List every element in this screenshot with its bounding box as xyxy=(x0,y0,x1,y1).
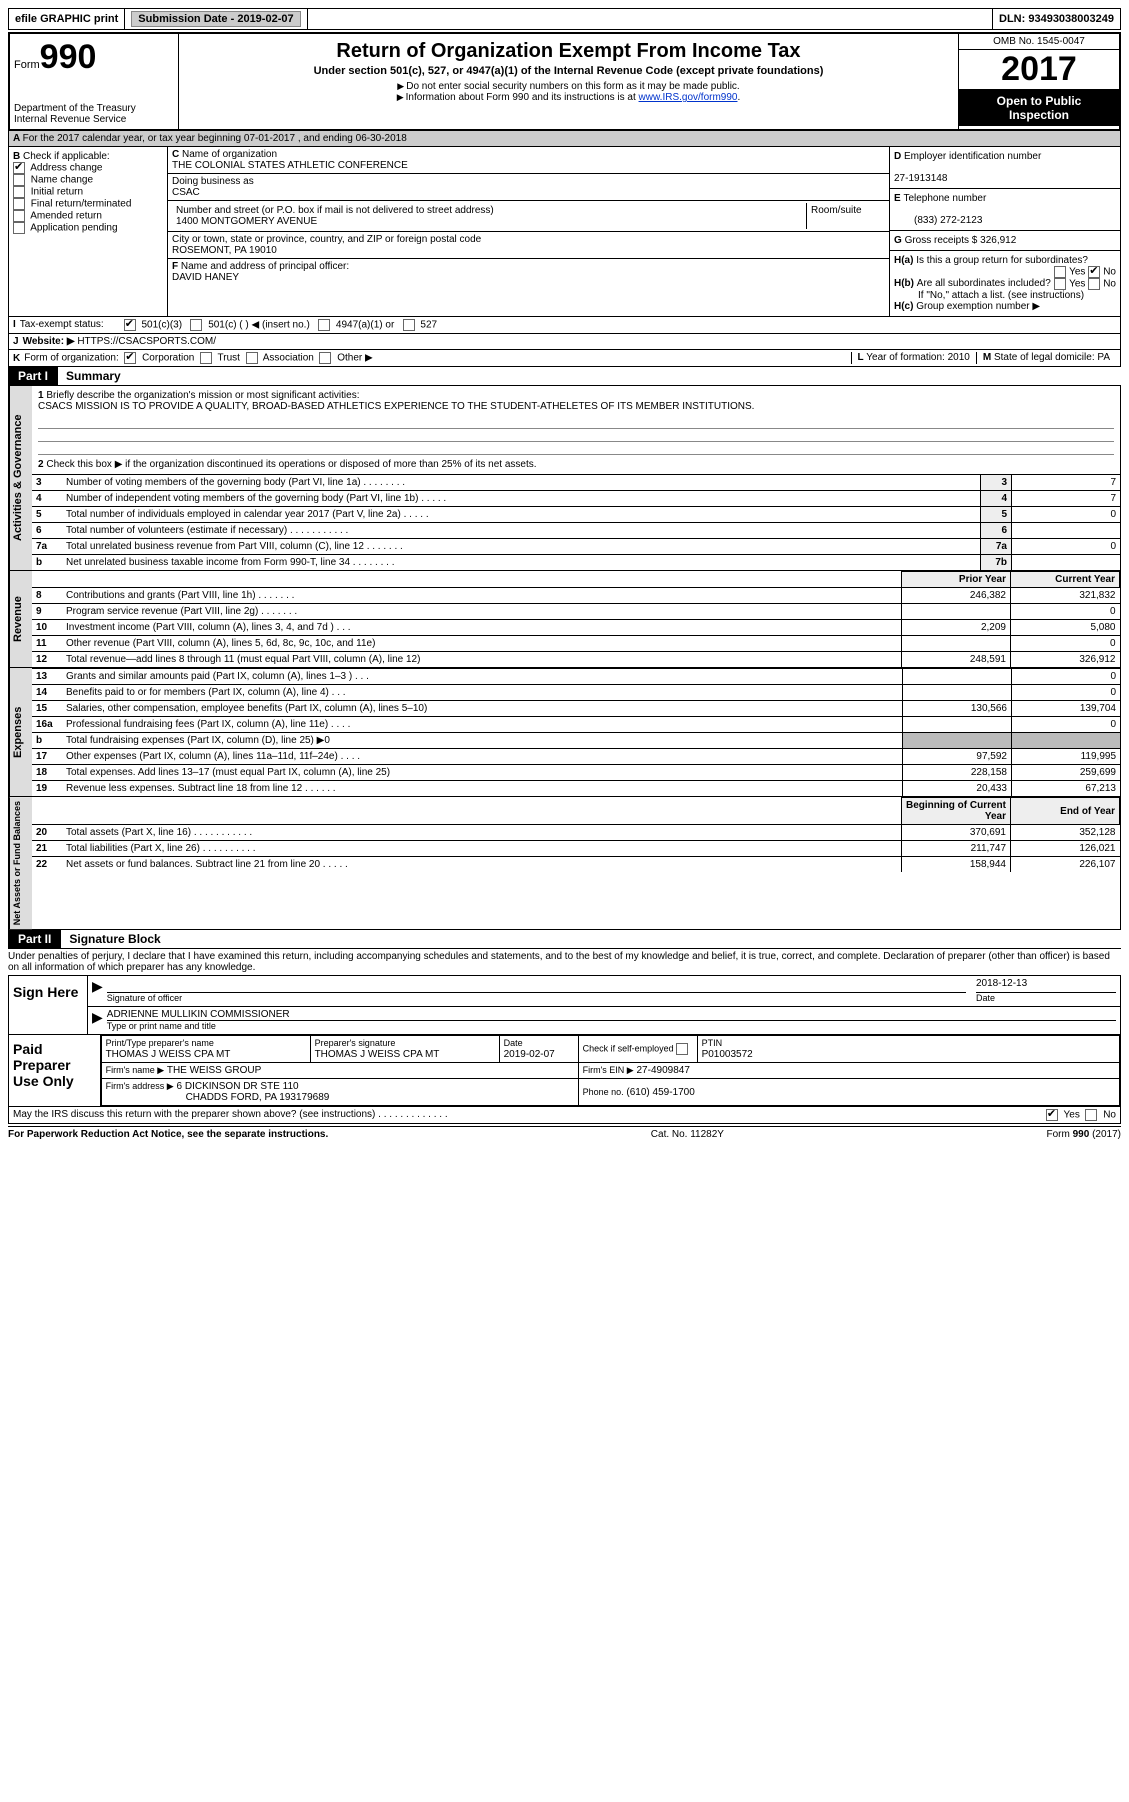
expenses-table: 13Grants and similar amounts paid (Part … xyxy=(32,668,1120,796)
part1-header: Part I Summary xyxy=(8,367,1121,386)
form-header: Form990 Department of the Treasury Inter… xyxy=(8,32,1121,131)
ein: 27-1913148 xyxy=(894,173,947,184)
tax-year: 2017 xyxy=(959,50,1119,90)
spacer xyxy=(308,9,993,29)
boxb-checkbox-3[interactable] xyxy=(13,198,25,210)
boxb-checkbox-4[interactable] xyxy=(13,210,25,222)
vlabel-revenue: Revenue xyxy=(9,571,32,667)
header-center: Return of Organization Exempt From Incom… xyxy=(179,34,958,129)
principal-officer: DAVID HANEY xyxy=(172,272,239,283)
netassets-table: Beginning of Current YearEnd of Year 20T… xyxy=(32,797,1120,872)
boxb-checkbox-1[interactable] xyxy=(13,174,25,186)
vlabel-governance: Activities & Governance xyxy=(9,386,32,570)
note-info: Information about Form 990 and its instr… xyxy=(406,92,639,103)
line-l: L Year of formation: 2010 xyxy=(851,352,976,364)
dln-cell: DLN: 93493038003249 xyxy=(993,9,1120,29)
line-j: JWebsite: ▶ HTTPS://CSACSPORTS.COM/ xyxy=(9,333,1120,349)
vlabel-netassets: Net Assets or Fund Balances xyxy=(9,797,32,929)
trust-checkbox[interactable] xyxy=(200,352,212,364)
line-i: ITax-exempt status: 501(c)(3) 501(c) ( )… xyxy=(9,316,1120,333)
form-ref: Form 990 (2017) xyxy=(1047,1129,1121,1140)
boxb-checkbox-0[interactable] xyxy=(13,162,25,174)
form-title: Return of Organization Exempt From Incom… xyxy=(185,40,952,63)
501c3-checkbox[interactable] xyxy=(124,319,136,331)
dba: CSAC xyxy=(172,187,200,198)
line-a: For the 2017 calendar year, or tax year … xyxy=(23,133,407,144)
dept-label: Department of the Treasury xyxy=(14,103,174,114)
discuss-no-checkbox[interactable] xyxy=(1085,1109,1097,1121)
page-footer: For Paperwork Reduction Act Notice, see … xyxy=(8,1126,1121,1142)
firm-name: THE WEISS GROUP xyxy=(167,1065,261,1076)
irs-link[interactable]: www.IRS.gov/form990 xyxy=(639,92,738,103)
efile-label: efile GRAPHIC print xyxy=(9,9,125,29)
irs-label: Internal Revenue Service xyxy=(14,114,174,125)
signature-block: Sign Here ▶ Signature of officer 2018-12… xyxy=(8,975,1121,1035)
box-d-h: D Employer identification number 27-1913… xyxy=(889,147,1120,316)
hb-yes-checkbox[interactable] xyxy=(1054,278,1066,290)
officer-name-title: ADRIENNE MULLIKIN COMMISSIONER xyxy=(107,1009,1116,1021)
preparer-name: THOMAS J WEISS CPA MT xyxy=(106,1049,231,1060)
signature-date: 2018-12-13 xyxy=(976,978,1116,993)
mission-text: CSACS MISSION IS TO PROVIDE A QUALITY, B… xyxy=(38,401,754,412)
omb-no: OMB No. 1545-0047 xyxy=(959,34,1119,50)
revenue-table: Prior YearCurrent Year 8Contributions an… xyxy=(32,571,1120,667)
governance-table: 3Number of voting members of the governi… xyxy=(32,474,1120,570)
part2-header: Part II Signature Block xyxy=(8,930,1121,949)
boxb-checkbox-5[interactable] xyxy=(13,222,25,234)
firm-address: 6 DICKINSON DR STE 110 xyxy=(177,1081,299,1092)
4947-checkbox[interactable] xyxy=(318,319,330,331)
corp-checkbox[interactable] xyxy=(124,352,136,364)
paid-preparer-label: Paid Preparer Use Only xyxy=(9,1035,101,1106)
hb-no-checkbox[interactable] xyxy=(1088,278,1100,290)
submission-button[interactable]: Submission Date - 2019-02-07 xyxy=(131,11,300,27)
assoc-checkbox[interactable] xyxy=(246,352,258,364)
website: HTTPS://CSACSPORTS.COM/ xyxy=(77,336,216,347)
paid-preparer-block: Paid Preparer Use Only Print/Type prepar… xyxy=(8,1035,1121,1107)
part1-body: Activities & Governance 1 Briefly descri… xyxy=(8,386,1121,571)
line-m: M State of legal domicile: PA xyxy=(976,352,1116,364)
street-address: 1400 MONTGOMERY AVENUE xyxy=(176,216,317,227)
open-inspection: Open to PublicInspection xyxy=(959,90,1119,126)
top-bar: efile GRAPHIC print Submission Date - 20… xyxy=(8,8,1121,30)
preparer-signature: THOMAS J WEISS CPA MT xyxy=(315,1049,440,1060)
gross-receipts: 326,912 xyxy=(980,235,1016,246)
identity-section: A For the 2017 calendar year, or tax yea… xyxy=(8,131,1121,367)
ha-no-checkbox[interactable] xyxy=(1088,266,1100,278)
org-name: THE COLONIAL STATES ATHLETIC CONFERENCE xyxy=(172,160,408,171)
boxb-checkbox-2[interactable] xyxy=(13,186,25,198)
subtitle: Under section 501(c), 527, or 4947(a)(1)… xyxy=(185,65,952,77)
note-ssn: Do not enter social security numbers on … xyxy=(406,81,739,92)
vlabel-expenses: Expenses xyxy=(9,668,32,796)
submission-cell: Submission Date - 2019-02-07 xyxy=(125,9,307,29)
firm-ein: 27-4909847 xyxy=(637,1065,690,1076)
discuss-row: May the IRS discuss this return with the… xyxy=(8,1107,1121,1124)
line-k: KForm of organization: Corporation Trust… xyxy=(13,352,851,364)
firm-phone: (610) 459-1700 xyxy=(626,1087,694,1098)
527-checkbox[interactable] xyxy=(403,319,415,331)
header-right: OMB No. 1545-0047 2017 Open to PublicIns… xyxy=(958,34,1119,129)
ha-yes-checkbox[interactable] xyxy=(1054,266,1066,278)
city-state-zip: ROSEMONT, PA 19010 xyxy=(172,245,277,256)
sign-here-label: Sign Here xyxy=(9,976,88,1034)
ptin: P01003572 xyxy=(702,1049,753,1060)
501c-checkbox[interactable] xyxy=(190,319,202,331)
self-employed-checkbox[interactable] xyxy=(676,1043,688,1055)
discuss-yes-checkbox[interactable] xyxy=(1046,1109,1058,1121)
other-checkbox[interactable] xyxy=(319,352,331,364)
declaration: Under penalties of perjury, I declare th… xyxy=(8,949,1121,975)
room-suite: Room/suite xyxy=(807,203,885,229)
header-left: Form990 Department of the Treasury Inter… xyxy=(10,34,179,129)
telephone: (833) 272-2123 xyxy=(894,215,982,226)
preparer-date: 2019-02-07 xyxy=(504,1049,555,1060)
box-b: B Check if applicable: Address change Na… xyxy=(9,147,168,316)
line-2: Check this box ▶ if the organization dis… xyxy=(46,459,536,470)
box-c: C Name of organization THE COLONIAL STAT… xyxy=(168,147,889,316)
